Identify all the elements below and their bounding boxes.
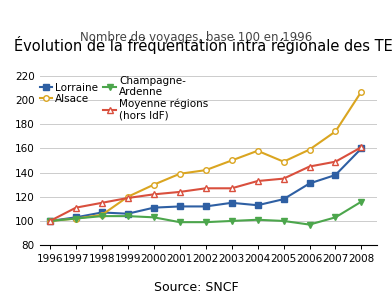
Text: Source: SNCF: Source: SNCF xyxy=(154,281,238,294)
Text: Nombre de voyages, base 100 en 1996: Nombre de voyages, base 100 en 1996 xyxy=(80,31,312,44)
Title: Évolution de la fréquentation intra régionale des TER: Évolution de la fréquentation intra régi… xyxy=(14,36,392,54)
Legend: Lorraine, Alsace, Champagne-
Ardenne, Moyenne régions
(hors IdF): Lorraine, Alsace, Champagne- Ardenne, Mo… xyxy=(40,76,208,121)
